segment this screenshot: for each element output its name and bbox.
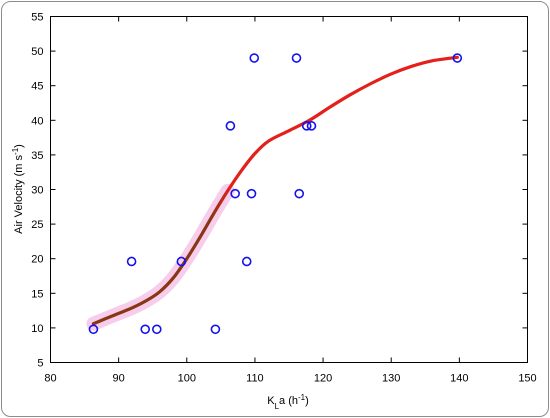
data-point [140, 324, 151, 335]
data-point [176, 256, 187, 267]
x-tick-label: 120 [314, 373, 332, 385]
x-axis-label-base: K [267, 395, 275, 407]
data-point [246, 188, 257, 199]
fit-curve [91, 55, 459, 326]
x-tick-label: 140 [450, 373, 468, 385]
y-tick-label: 40 [31, 115, 43, 127]
data-point [225, 121, 236, 131]
y-axis-label-close: ) [13, 144, 25, 148]
x-axis-label-close: ) [305, 395, 309, 407]
y-axis-label: Air Velocity (m s-1) [11, 144, 26, 234]
x-tick-label: 80 [44, 373, 56, 385]
x-tick-label: 150 [518, 373, 536, 385]
data-point [230, 188, 240, 199]
data-point [210, 324, 221, 335]
data-point [126, 256, 137, 267]
y-tick-label: 30 [31, 185, 43, 197]
x-axis-label-subscript: L [275, 402, 280, 411]
data-point [249, 53, 260, 63]
data-point [88, 324, 99, 335]
y-tick-label: 35 [31, 150, 43, 162]
y-tick-label: 5 [37, 358, 43, 370]
tick-label-layer: 80 90 100 110 120 130 140 150 5 10 15 20 25 30 35 40 45 5… [31, 12, 536, 385]
data-point [452, 53, 463, 63]
y-tick-label: 20 [31, 254, 43, 266]
y-tick-label: 25 [31, 219, 43, 231]
tick-mark-layer [50, 16, 528, 363]
data-point [241, 256, 252, 267]
y-tick-label: 50 [31, 46, 43, 58]
y-axis-label-base: Air Velocity (m s [13, 154, 25, 233]
x-tick-label: 110 [246, 373, 264, 385]
data-point-layer [88, 53, 463, 335]
x-axis-label-superscript: -1 [298, 393, 306, 402]
y-axis-label-superscript: -1 [11, 147, 20, 155]
y-tick-label: 45 [31, 81, 43, 93]
x-axis-label: KLa (h-1) [267, 393, 309, 411]
x-tick-label: 90 [113, 373, 125, 385]
fit-curve-layer [91, 55, 459, 326]
data-point [306, 121, 317, 131]
y-tick-label: 10 [31, 323, 43, 335]
y-tick-label: 15 [31, 288, 43, 300]
plot-area [50, 16, 528, 363]
x-tick-label: 130 [382, 373, 400, 385]
x-tick-label: 100 [178, 373, 196, 385]
data-point [294, 188, 305, 199]
x-axis-label-rest: a (h [279, 395, 298, 407]
data-point [301, 121, 312, 131]
data-point [291, 53, 302, 63]
y-tick-label: 55 [31, 12, 43, 24]
data-point [152, 324, 162, 335]
